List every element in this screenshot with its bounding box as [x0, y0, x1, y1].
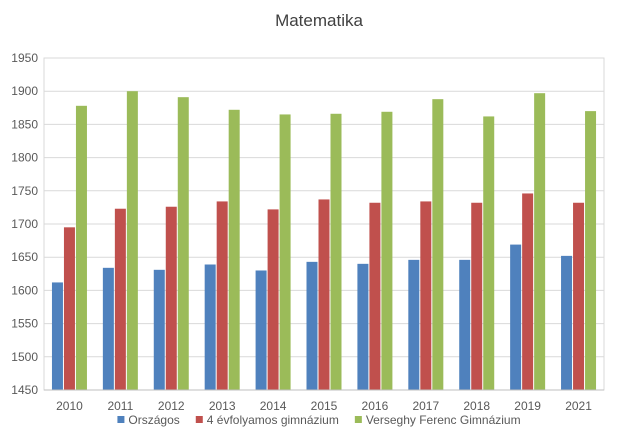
- x-tick-label: 2012: [158, 399, 185, 413]
- bar-2: [114, 208, 126, 390]
- x-tick-label: 2011: [107, 399, 133, 413]
- bar-3: [330, 113, 342, 390]
- bar-1: [357, 263, 369, 390]
- legend-swatch: [354, 416, 362, 423]
- legend-label: Verseghy Ferenc Gimnázium: [366, 413, 521, 427]
- bar-2: [522, 193, 534, 390]
- legend-swatch: [195, 416, 203, 423]
- bar-2: [216, 201, 228, 390]
- bar-3: [483, 116, 495, 390]
- bar-2: [369, 202, 381, 390]
- y-tick-label: 1800: [11, 151, 38, 165]
- bar-1: [408, 259, 420, 390]
- x-tick-label: 2016: [362, 399, 389, 413]
- bar-3: [432, 99, 444, 390]
- bar-3: [585, 111, 597, 391]
- y-axis-ticks: 1450 1500 1550 1600 1650 1700 1750 1800 1850 1900…: [11, 51, 38, 397]
- bar-2: [267, 209, 279, 390]
- bar-3: [75, 105, 87, 391]
- y-tick-label: 1950: [11, 51, 38, 65]
- bar-3: [381, 111, 393, 390]
- y-tick-label: 1700: [11, 217, 38, 231]
- bar-2: [165, 206, 177, 390]
- x-tick-label: 2015: [311, 399, 338, 413]
- x-tick-label: 2013: [209, 399, 236, 413]
- bar-2: [63, 227, 75, 390]
- bar-1: [102, 267, 114, 390]
- bar-1: [51, 282, 63, 390]
- y-tick-label: 1550: [11, 317, 38, 331]
- x-tick-label: 2017: [412, 399, 439, 413]
- bar-1: [459, 259, 471, 390]
- bar-1: [255, 270, 267, 390]
- bar-1: [561, 255, 573, 390]
- bar-1: [204, 264, 216, 390]
- bar-1: [153, 269, 165, 390]
- x-tick-label: 2019: [514, 399, 541, 413]
- y-tick-label: 1650: [11, 250, 38, 264]
- bar-3: [534, 93, 546, 390]
- bar-1: [306, 261, 318, 390]
- y-tick-label: 1900: [11, 84, 38, 98]
- legend-label: 4 évfolyamos gimnázium: [207, 413, 339, 427]
- x-tick-label: 2021: [565, 399, 592, 413]
- bar-3: [279, 114, 291, 390]
- x-tick-label: 2014: [260, 399, 287, 413]
- chart-title: Matematika: [275, 11, 363, 30]
- bar-2: [420, 201, 432, 390]
- legend-label: Országos: [128, 413, 179, 427]
- x-axis-ticks: 2010 2011 2012 2013 2014 2015 2016 2017 2018 2019…: [56, 399, 592, 413]
- bar-2: [471, 202, 483, 390]
- bar-1: [510, 244, 522, 390]
- bars: [51, 91, 597, 391]
- legend-swatch: [117, 416, 125, 423]
- legend: Országos 4 évfolyamos gimnázium Verseghy F…: [117, 413, 521, 427]
- bar-3: [228, 109, 240, 391]
- bar-2: [318, 199, 330, 390]
- y-tick-label: 1850: [11, 117, 38, 131]
- y-tick-label: 1450: [11, 383, 38, 397]
- bar-3: [126, 91, 138, 390]
- y-tick-label: 1600: [11, 283, 38, 297]
- x-tick-label: 2010: [56, 399, 83, 413]
- y-tick-label: 1500: [11, 350, 38, 364]
- bar-2: [573, 202, 585, 390]
- x-tick-label: 2018: [463, 399, 490, 413]
- y-tick-label: 1750: [11, 184, 38, 198]
- bar-3: [177, 97, 189, 391]
